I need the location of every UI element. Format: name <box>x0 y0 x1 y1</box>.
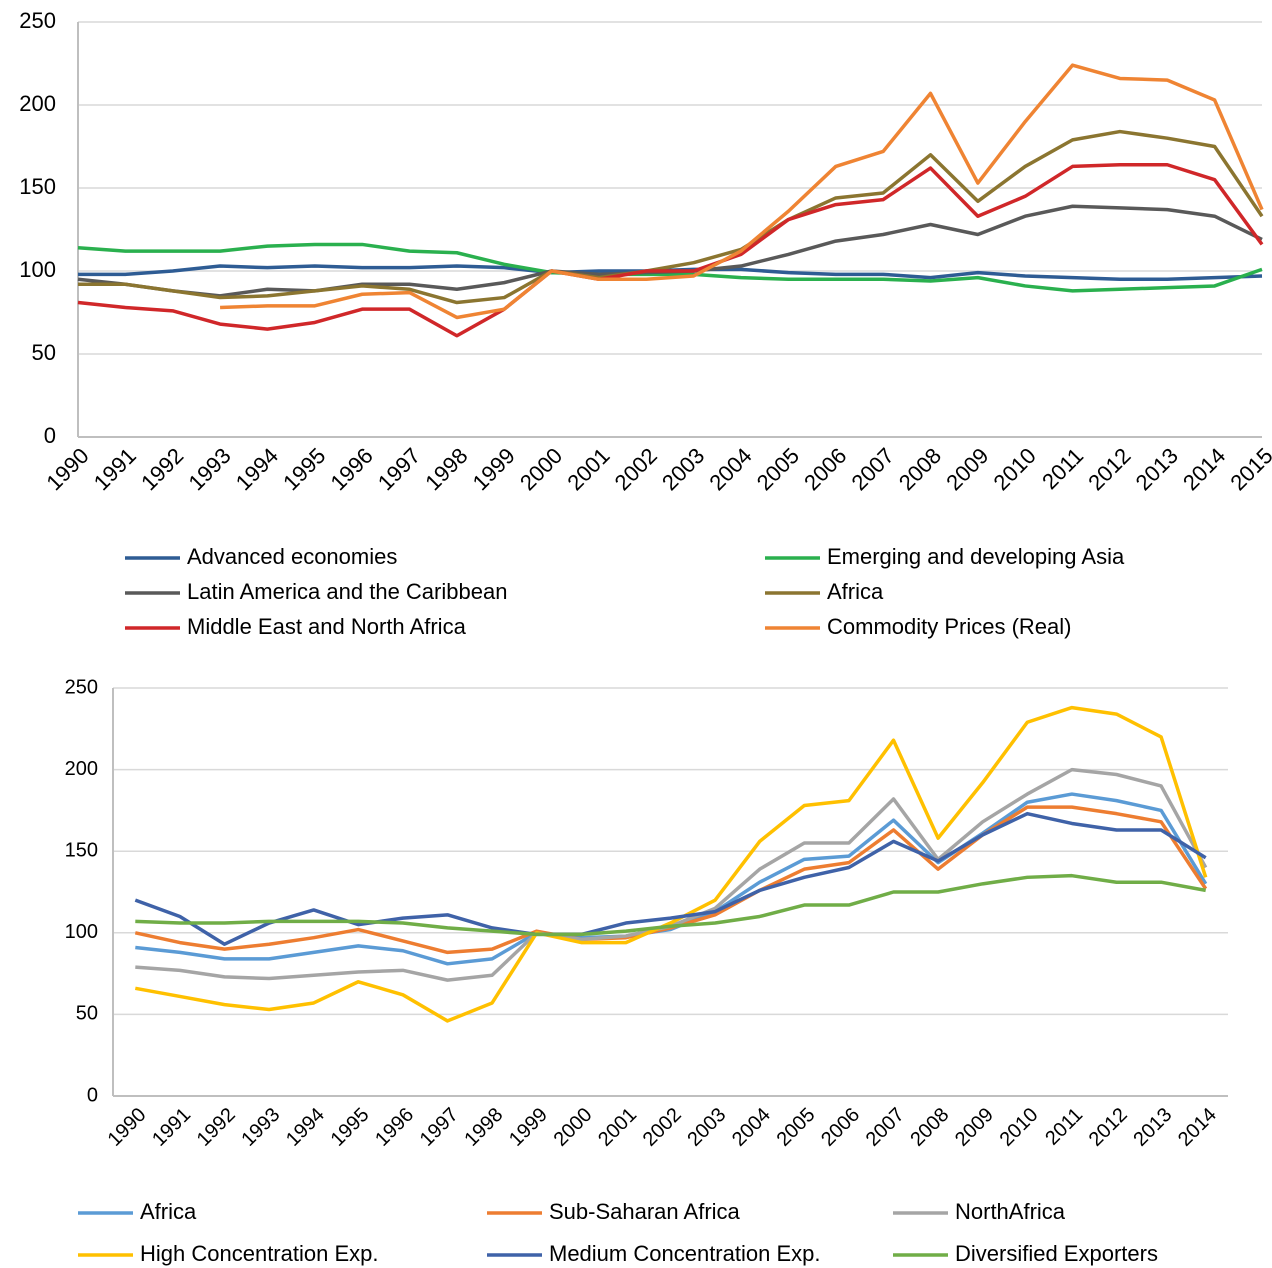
y-tick-label: 250 <box>65 676 98 698</box>
x-tick-label: 2011 <box>1041 1104 1087 1150</box>
x-tick-label: 1994 <box>282 1104 329 1151</box>
x-tick-label: 1992 <box>193 1104 240 1151</box>
x-tick-label: 2003 <box>657 443 709 495</box>
x-tick-label: 1997 <box>373 443 425 495</box>
y-tick-label: 150 <box>19 174 56 199</box>
legend-label: NorthAfrica <box>955 1199 1066 1224</box>
x-tick-label: 2005 <box>773 1104 820 1151</box>
series-line <box>77 204 1263 298</box>
legend-label: Africa <box>827 579 884 604</box>
x-tick-label: 2010 <box>989 443 1041 495</box>
y-tick-label: 50 <box>76 1003 98 1025</box>
x-tick-label: 1996 <box>371 1104 418 1151</box>
series-line <box>135 873 1207 937</box>
series-line <box>77 163 1264 338</box>
x-tick-label: 2007 <box>846 443 898 495</box>
series-line <box>135 767 1208 982</box>
x-tick-label: 2014 <box>1178 443 1230 495</box>
x-tick-label: 2006 <box>799 443 851 495</box>
legend-label: Middle East and North Africa <box>187 614 467 639</box>
x-tick-label: 2002 <box>639 1104 686 1151</box>
x-tick-label: 2000 <box>550 1104 597 1151</box>
x-tick-label: 2013 <box>1131 443 1183 495</box>
x-tick-label: 2015 <box>1225 443 1272 495</box>
series-line <box>78 129 1264 305</box>
y-tick-label: 200 <box>19 91 56 116</box>
legend-label: Sub-Saharan Africa <box>549 1199 741 1224</box>
x-tick-label: 2010 <box>996 1104 1043 1151</box>
x-tick-label: 2004 <box>728 1104 775 1151</box>
x-tick-label: 1995 <box>327 1104 374 1151</box>
x-tick-label: 1990 <box>104 1104 151 1151</box>
x-tick-label: 2012 <box>1085 1104 1132 1151</box>
y-tick-label: 200 <box>65 758 98 780</box>
x-tick-label: 1990 <box>41 443 93 495</box>
x-tick-label: 2005 <box>752 443 804 495</box>
series-line <box>134 705 1208 1023</box>
x-tick-label: 2002 <box>610 443 662 495</box>
legend-label: Latin America and the Caribbean <box>187 579 507 604</box>
x-tick-label: 2007 <box>862 1104 909 1151</box>
x-tick-label: 2008 <box>894 443 946 495</box>
x-tick-label: 2006 <box>817 1104 864 1151</box>
series-line <box>135 792 1208 966</box>
legend-label: Medium Concentration Exp. <box>549 1241 820 1266</box>
y-tick-label: 100 <box>19 257 56 282</box>
x-tick-label: 1993 <box>237 1104 284 1151</box>
x-tick-label: 1998 <box>460 1104 507 1151</box>
legend-label: Africa <box>140 1199 197 1224</box>
x-tick-label: 1991 <box>148 1104 195 1151</box>
x-tick-label: 1994 <box>231 443 283 495</box>
x-tick-label: 1995 <box>278 443 330 495</box>
legend-label: Emerging and developing Asia <box>827 544 1125 569</box>
x-tick-label: 2014 <box>1174 1104 1221 1151</box>
y-tick-label: 0 <box>44 423 56 448</box>
x-tick-label: 2008 <box>906 1104 953 1151</box>
y-tick-label: 150 <box>65 839 98 861</box>
y-tick-label: 0 <box>87 1084 98 1106</box>
x-tick-label: 2004 <box>704 443 756 495</box>
x-tick-label: 2011 <box>1037 443 1088 494</box>
legend-label: Diversified Exporters <box>955 1241 1158 1266</box>
series-line <box>77 242 1263 293</box>
x-tick-label: 1991 <box>89 443 141 495</box>
x-tick-label: 2009 <box>951 1104 998 1151</box>
legend-label: High Concentration Exp. <box>140 1241 378 1266</box>
y-tick-label: 250 <box>19 8 56 33</box>
series-line <box>220 63 1264 320</box>
y-tick-label: 50 <box>32 340 56 365</box>
line-chart: 0501001502002501990199119921993199419951… <box>19 8 1272 639</box>
x-tick-label: 2001 <box>594 1104 641 1151</box>
legend-label: Advanced economies <box>187 544 397 569</box>
legend-label: Commodity Prices (Real) <box>827 614 1072 639</box>
x-tick-label: 1999 <box>468 443 520 495</box>
x-tick-label: 1997 <box>416 1104 463 1151</box>
x-tick-label: 1992 <box>136 443 188 495</box>
x-tick-label: 2000 <box>515 443 567 495</box>
x-tick-label: 2003 <box>683 1104 730 1151</box>
x-tick-label: 2001 <box>562 443 614 495</box>
x-tick-label: 2013 <box>1129 1104 1176 1151</box>
x-tick-label: 2009 <box>941 443 993 495</box>
x-tick-label: 1993 <box>183 443 235 495</box>
x-tick-label: 1998 <box>420 443 472 495</box>
x-tick-label: 1996 <box>326 443 378 495</box>
y-tick-label: 100 <box>65 921 98 943</box>
line-chart: 0501001502002501990199119921993199419951… <box>65 676 1228 1266</box>
x-tick-label: 2012 <box>1083 443 1135 495</box>
x-tick-label: 1999 <box>505 1104 552 1151</box>
series-line <box>134 811 1207 946</box>
